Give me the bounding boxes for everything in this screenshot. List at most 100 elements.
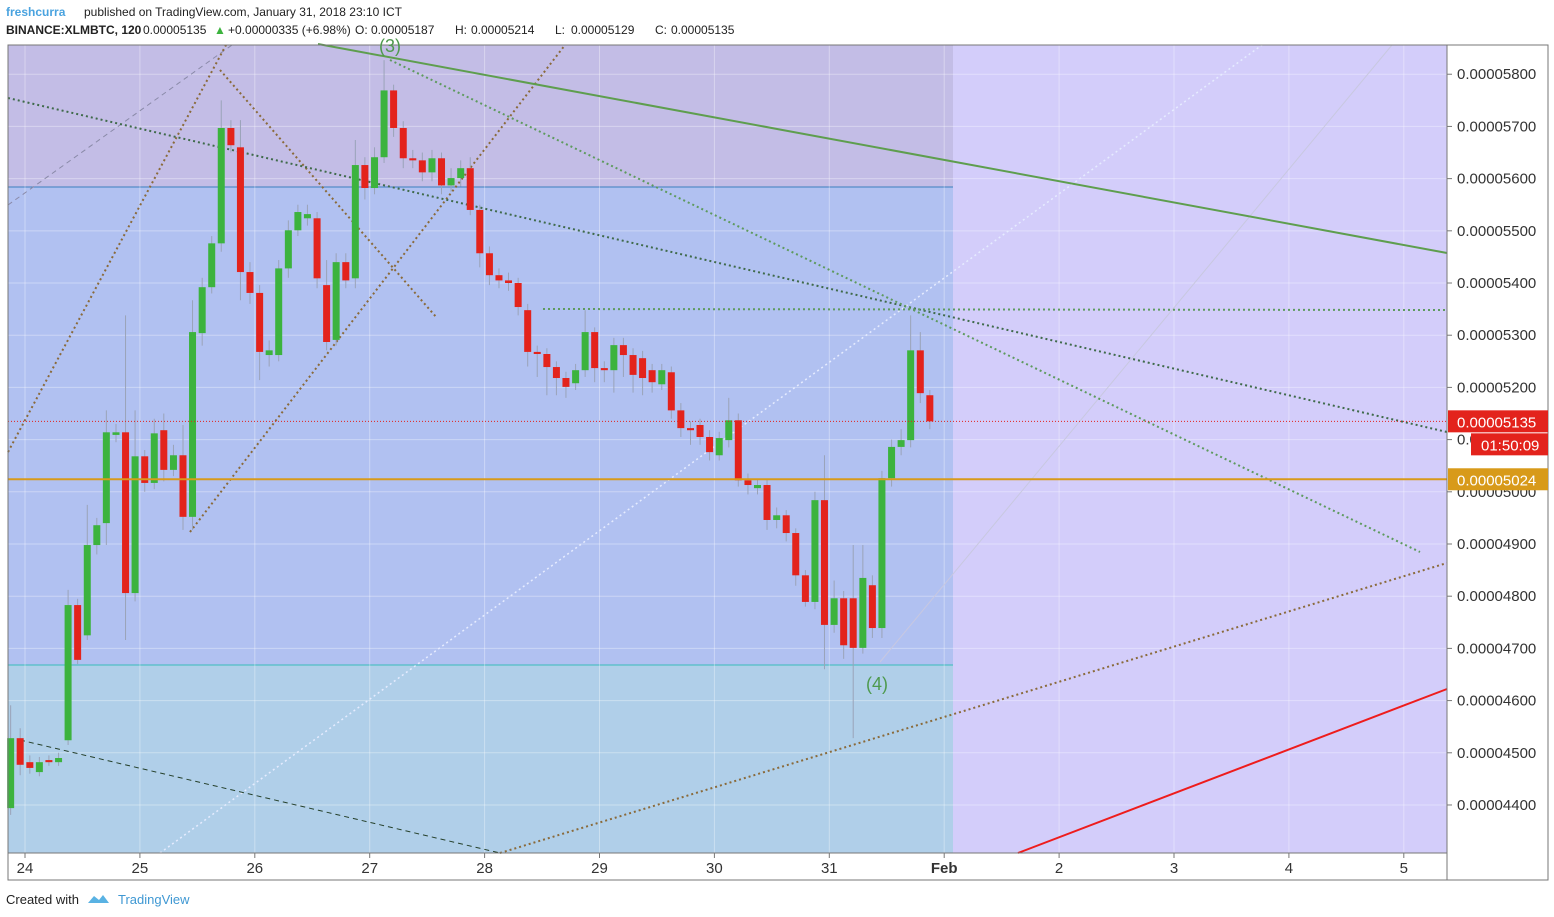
y-tick-label: 0.00005800 <box>1457 66 1536 83</box>
candle-body <box>840 598 848 646</box>
candle-body <box>160 430 168 470</box>
wave-label: (4) <box>866 674 888 694</box>
y-tick-label: 0.00005700 <box>1457 118 1536 135</box>
y-tick-label: 0.00004900 <box>1457 536 1536 553</box>
candle-body <box>926 395 934 422</box>
candle-body <box>792 533 800 576</box>
logo <box>88 895 109 903</box>
candle-body <box>198 287 206 334</box>
candle-body <box>610 345 618 371</box>
upper-zone <box>8 45 953 187</box>
candle-body <box>227 127 235 146</box>
candle-body <box>169 455 177 470</box>
ohlc: O: 0.00005187 H: 0.00005214 L: 0.00005129 C: 0.… <box>355 23 735 37</box>
axes: 0.00004400 0.00004500 0.00004600 0.00004700… <box>17 66 1548 877</box>
brand[interactable]: TradingView <box>118 892 190 907</box>
candle-body <box>495 275 503 281</box>
candle-body <box>907 350 915 441</box>
candle-body <box>93 525 101 546</box>
ohlc-value: 0.00005129 <box>571 23 635 37</box>
x-tick-label: 25 <box>132 860 149 877</box>
candle-body <box>294 212 302 231</box>
candle-body <box>150 433 158 483</box>
trend-line <box>542 308 1448 311</box>
candle-body <box>897 440 905 447</box>
candle-body <box>361 165 369 189</box>
candle-body <box>533 351 541 355</box>
ohlc-value: 0.00005135 <box>671 23 735 37</box>
trend-line <box>499 562 1448 854</box>
ohlc-label: O: <box>355 23 368 37</box>
candle-body <box>122 432 130 594</box>
candle-body <box>35 762 43 773</box>
y-tick-label: 0.00004400 <box>1457 797 1536 814</box>
candle-body <box>457 168 465 179</box>
candle-body <box>131 456 139 594</box>
candle-body <box>399 127 407 159</box>
author[interactable]: freshcurra <box>6 5 66 19</box>
candle-body <box>16 738 24 765</box>
candle-body <box>265 350 273 356</box>
candle-body <box>275 268 283 356</box>
price-label-box <box>1448 410 1548 433</box>
candle-body <box>658 370 666 385</box>
candle-body <box>868 585 876 629</box>
candle-body <box>505 280 513 284</box>
candle-body <box>725 420 733 441</box>
candle-body <box>342 262 350 281</box>
candle-body <box>485 253 493 276</box>
footer: Created with TradingView <box>6 892 190 907</box>
annotations: (3) (4) <box>379 36 888 694</box>
candle-body <box>102 432 110 524</box>
trend-line <box>7 44 227 453</box>
candle-body <box>849 598 857 648</box>
candle-body <box>859 577 867 648</box>
x-tick-label: 2 <box>1055 860 1063 877</box>
axis-frame <box>7 852 1448 881</box>
candle-body <box>112 432 120 435</box>
candle-body <box>734 420 742 481</box>
trend-line <box>19 739 501 854</box>
candle-body <box>303 214 311 219</box>
candle-body <box>878 478 886 629</box>
candle-body <box>236 147 244 273</box>
y-tick-label: 0.00004800 <box>1457 588 1536 605</box>
published: published on TradingView.com, January 31… <box>84 5 403 19</box>
y-tick-label: 0.00005400 <box>1457 275 1536 292</box>
y-tick-label: 0.00004600 <box>1457 693 1536 710</box>
ohlc-label: H: <box>455 23 467 37</box>
candle-body <box>256 292 264 352</box>
trend-line <box>7 97 1448 433</box>
candle-body <box>64 605 72 741</box>
candle-body <box>189 332 197 517</box>
x-tick-label: 5 <box>1400 860 1408 877</box>
candle-body <box>591 332 599 369</box>
candle-body <box>45 760 53 763</box>
ohlc-label: L: <box>555 23 565 37</box>
trend-line <box>1017 688 1448 854</box>
grid <box>8 45 1447 853</box>
candle-body <box>667 372 675 411</box>
x-tick-label: Feb <box>931 860 958 877</box>
candle-body <box>677 410 685 429</box>
candle-body <box>418 160 426 173</box>
x-tick-label: 31 <box>821 860 838 877</box>
candle-body <box>629 355 637 375</box>
candle-body <box>820 500 828 625</box>
plot-background <box>8 45 1447 853</box>
candle-body <box>801 575 809 602</box>
trend-line <box>389 59 1421 553</box>
price-label: 0.00005135 <box>1457 414 1536 431</box>
level-label-box <box>1448 468 1548 491</box>
x-tick-label: 29 <box>591 860 608 877</box>
candle-body <box>371 157 379 189</box>
y-tick-label: 0.00005200 <box>1457 379 1536 396</box>
candle-body <box>648 370 656 383</box>
candle-body <box>763 485 771 520</box>
candle-body <box>380 90 388 158</box>
candle-body <box>26 762 34 768</box>
candles <box>7 60 934 815</box>
levels <box>8 420 1447 481</box>
candle-body <box>600 368 608 371</box>
